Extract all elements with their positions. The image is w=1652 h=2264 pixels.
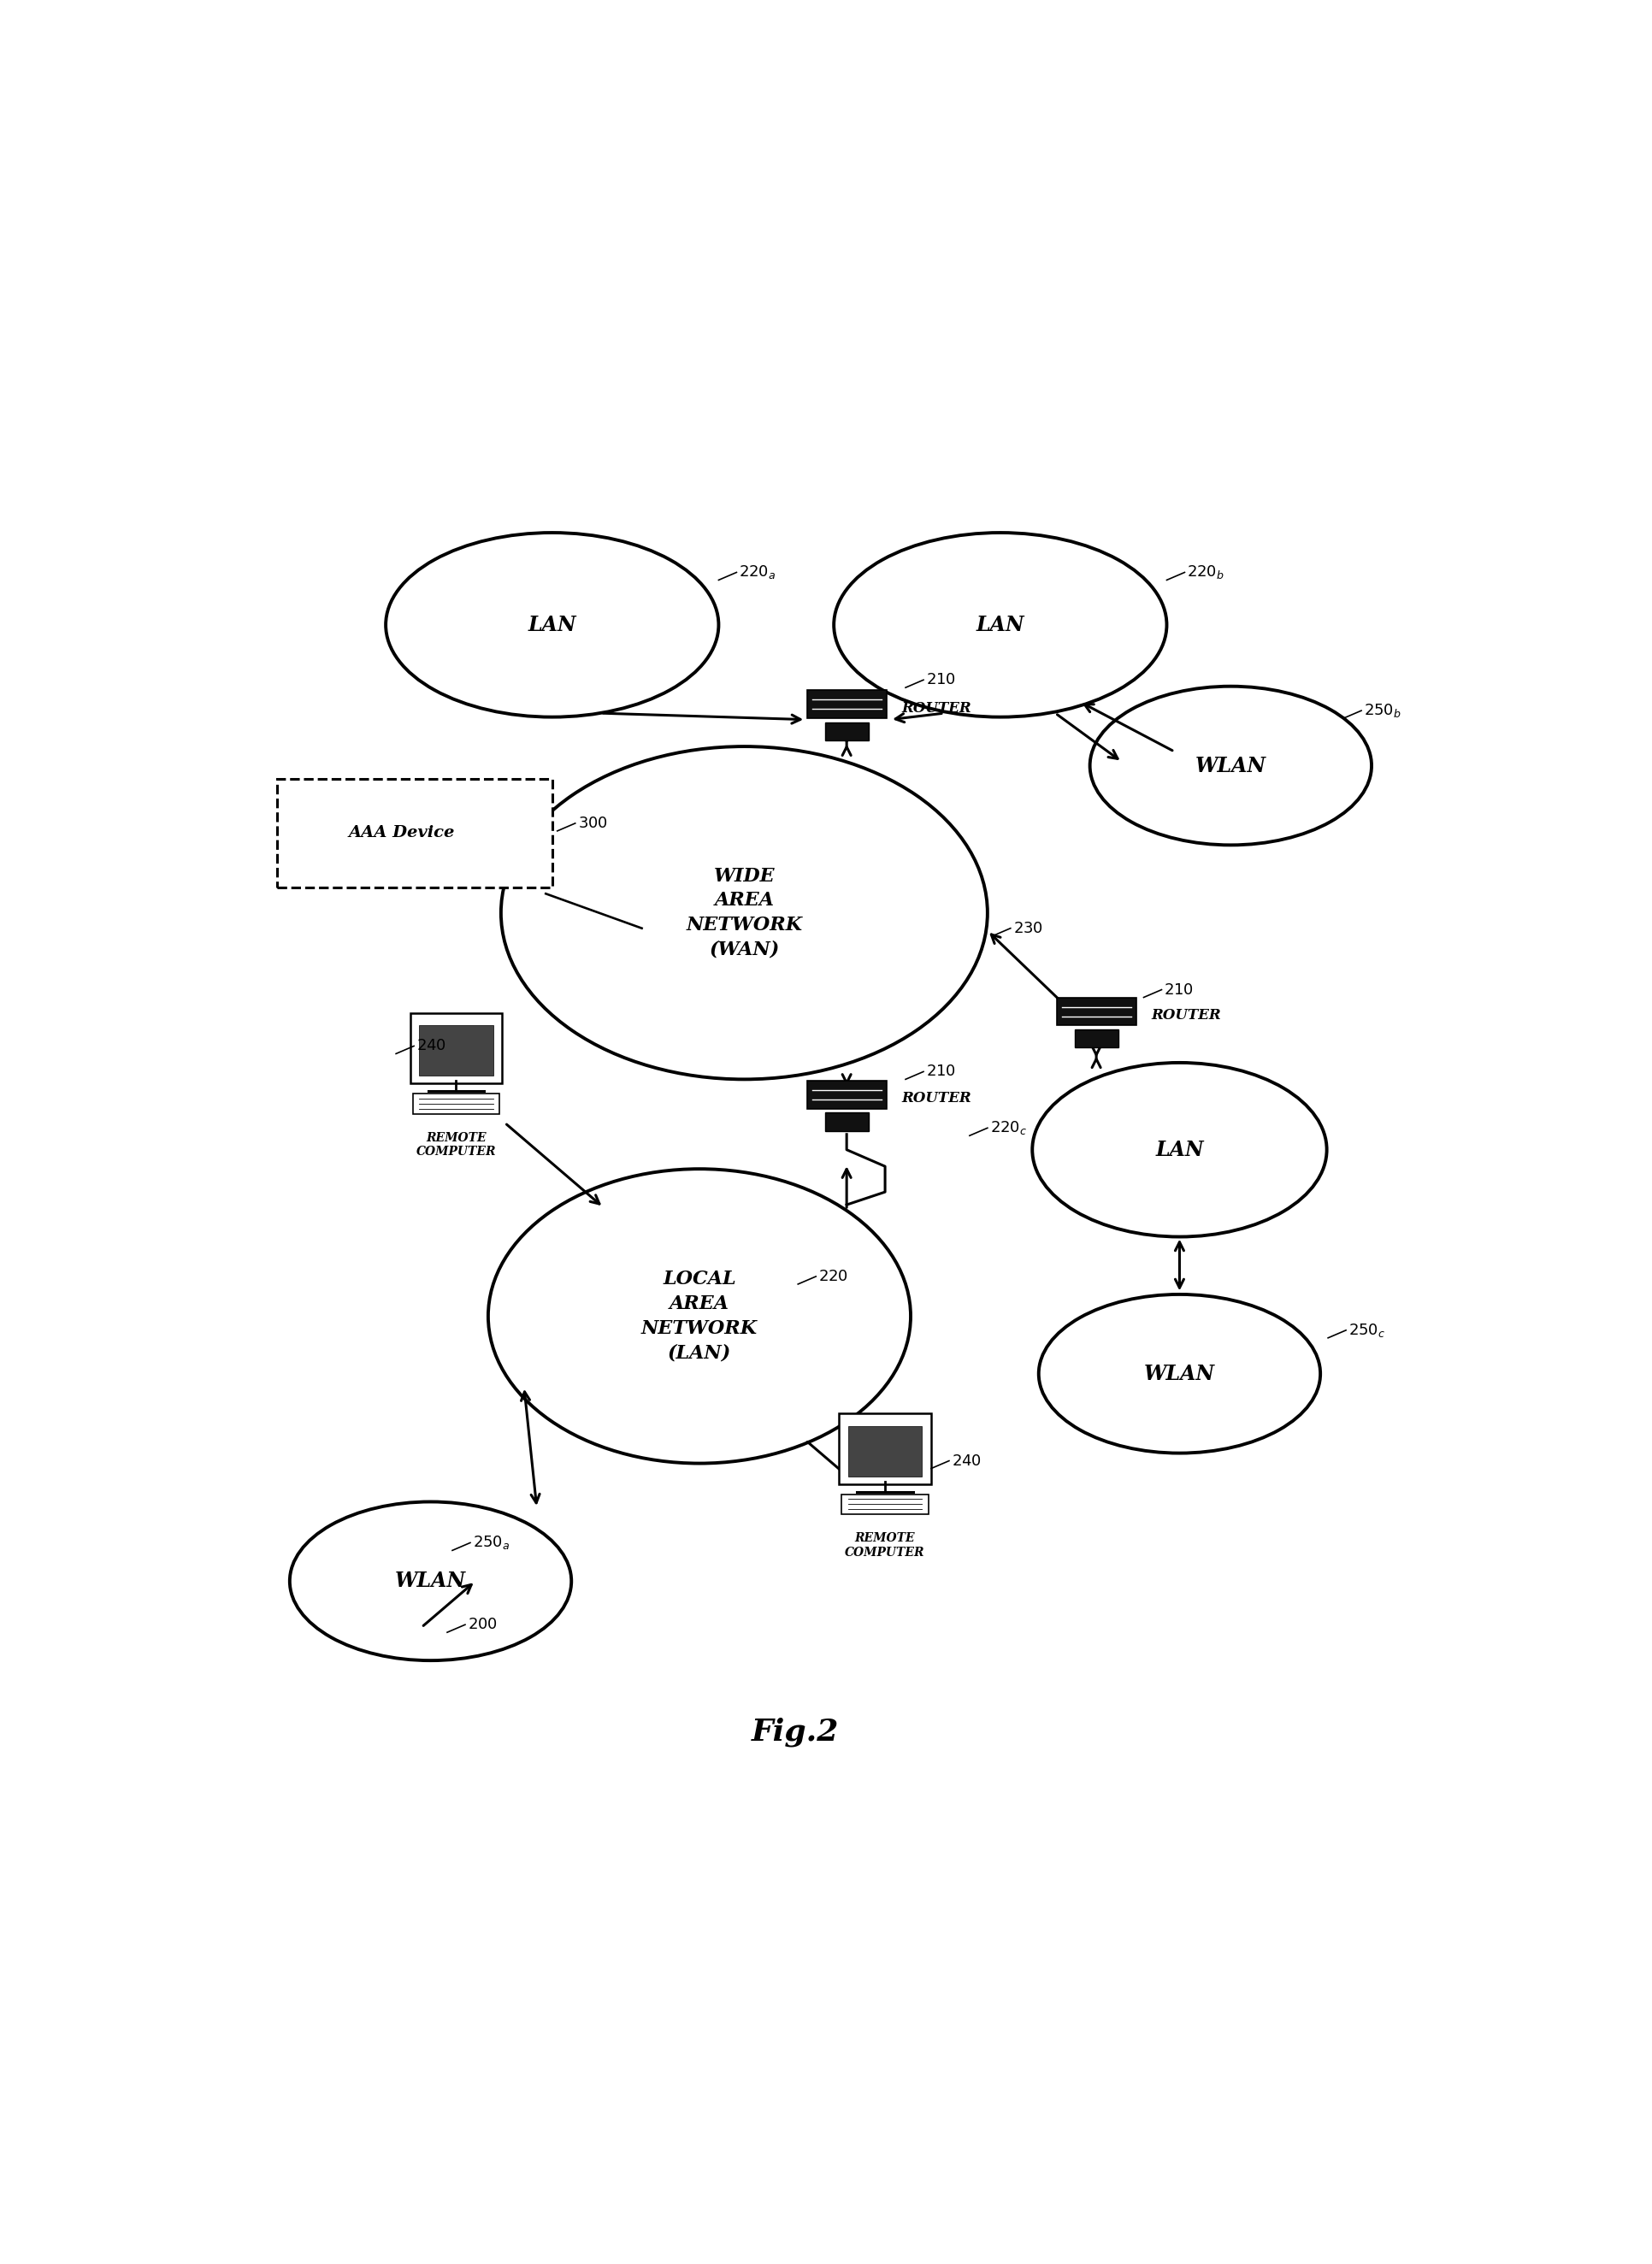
Text: $220_a$: $220_a$ xyxy=(738,564,776,582)
Text: LAN: LAN xyxy=(976,614,1024,636)
Text: WLAN: WLAN xyxy=(1143,1363,1216,1383)
Text: ROUTER: ROUTER xyxy=(902,1091,971,1105)
Text: LAN: LAN xyxy=(529,614,577,636)
Text: $220$: $220$ xyxy=(818,1268,849,1284)
Bar xyxy=(1074,1030,1118,1048)
Bar xyxy=(824,722,869,740)
Bar xyxy=(841,1494,928,1515)
Text: $240$: $240$ xyxy=(416,1039,446,1053)
Text: Fig.2: Fig.2 xyxy=(752,1718,839,1748)
Text: REMOTE
COMPUTER: REMOTE COMPUTER xyxy=(416,1132,496,1157)
Text: $220_b$: $220_b$ xyxy=(1188,564,1224,582)
Bar xyxy=(839,1413,932,1483)
Text: $210$: $210$ xyxy=(1165,983,1194,998)
Text: AAA Device: AAA Device xyxy=(349,824,454,840)
Text: $300$: $300$ xyxy=(578,815,608,831)
Text: $250_a$: $250_a$ xyxy=(472,1535,510,1551)
Text: $250_b$: $250_b$ xyxy=(1365,702,1401,720)
Bar xyxy=(824,1112,869,1132)
Bar xyxy=(806,1080,887,1109)
Text: LOCAL
AREA
NETWORK
(LAN): LOCAL AREA NETWORK (LAN) xyxy=(641,1270,758,1363)
Text: WIDE
AREA
NETWORK
(WAN): WIDE AREA NETWORK (WAN) xyxy=(686,867,803,960)
Text: $220_c$: $220_c$ xyxy=(990,1118,1028,1137)
Bar xyxy=(847,1426,922,1476)
Bar xyxy=(1057,998,1137,1026)
Text: $240$: $240$ xyxy=(952,1453,981,1469)
Text: $210$: $210$ xyxy=(927,672,957,688)
Text: WLAN: WLAN xyxy=(395,1571,466,1592)
Text: $200$: $200$ xyxy=(468,1616,497,1632)
Text: ROUTER: ROUTER xyxy=(1151,1007,1221,1023)
Text: $230$: $230$ xyxy=(1013,921,1042,935)
FancyBboxPatch shape xyxy=(278,779,552,887)
Text: REMOTE
COMPUTER: REMOTE COMPUTER xyxy=(846,1533,925,1558)
Text: ROUTER: ROUTER xyxy=(902,702,971,715)
Text: $210$: $210$ xyxy=(927,1064,957,1080)
Text: WLAN: WLAN xyxy=(1194,756,1267,777)
Text: $250_c$: $250_c$ xyxy=(1348,1322,1386,1338)
Bar xyxy=(413,1094,499,1114)
Bar xyxy=(806,691,887,718)
Bar xyxy=(410,1012,502,1082)
Bar xyxy=(420,1026,494,1075)
Text: LAN: LAN xyxy=(1155,1139,1204,1159)
